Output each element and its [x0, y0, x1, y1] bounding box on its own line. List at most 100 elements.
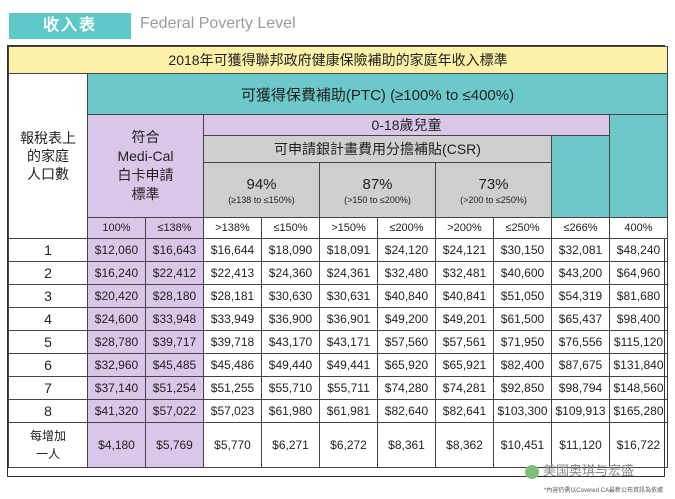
table-cell: $55,711 [319, 376, 378, 400]
table-row: 8 $41,320 $57,022 $57,023 $61,980 $61,981 $82,… [8, 399, 668, 423]
ptc-fill [609, 114, 668, 218]
table-cell: $92,850 [493, 376, 552, 400]
table-cell: $32,081 [551, 238, 610, 262]
sub-header: >200% [435, 217, 494, 239]
csr-group-94: 94% (≥138 to ≤150%) [203, 162, 320, 218]
table-cell: $11,120 [551, 422, 610, 468]
table-row: 6 $32,960 $45,485 $45,486 $49,440 $49,441 $65,… [8, 353, 668, 377]
table-cell: $51,254 [145, 376, 204, 400]
table-row: 4 $24,600 $33,948 $33,949 $36,900 $36,901 $49,… [8, 307, 668, 331]
table-cell: $57,560 [377, 330, 436, 354]
table-cell: $76,556 [551, 330, 610, 354]
table-cell: $28,181 [203, 284, 262, 308]
table-cell: $57,023 [203, 399, 262, 423]
csr-header: 可申請銀計畫費用分擔補貼(CSR) [203, 135, 552, 163]
household-size: 5 [8, 330, 88, 354]
ptc-header: 可獲得保費補助(PTC) (≥100% to ≤400%) [87, 73, 668, 115]
table-cell: $49,200 [377, 307, 436, 331]
table-cell: $10,451 [493, 422, 552, 468]
age-header: 0-18歲兒童 [203, 114, 610, 136]
sub-header: >150% [319, 217, 378, 239]
table-cell: $33,949 [203, 307, 262, 331]
table-cell: $81,680 [609, 284, 668, 308]
section-tab: 收入表 [9, 13, 131, 39]
household-size: 1 [8, 238, 88, 262]
age-fill [551, 135, 610, 218]
table-cell: $18,090 [261, 238, 320, 262]
table-cell: $74,281 [435, 376, 494, 400]
table-cell: $16,722 [609, 422, 668, 468]
household-size: 6 [8, 353, 88, 377]
table-cell: $65,920 [377, 353, 436, 377]
table-cell: $64,960 [609, 261, 668, 285]
table-cell: $55,710 [261, 376, 320, 400]
table-cell: $8,361 [377, 422, 436, 468]
table-cell: $36,901 [319, 307, 378, 331]
table-cell: $24,360 [261, 261, 320, 285]
table-cell: $12,060 [87, 238, 146, 262]
csr-group-87: 87% (>150 to ≤200%) [319, 162, 436, 218]
table-cell: $30,150 [493, 238, 552, 262]
table-cell: $103,300 [493, 399, 552, 423]
table-row: 5 $28,780 $39,717 $39,718 $43,170 $43,171 $57,… [8, 330, 668, 354]
income-table: 2018年可獲得聯邦政府健康保險補助的家庭年收入標準 報稅表上 的家庭 人口數 … [8, 46, 668, 468]
table-cell: $45,486 [203, 353, 262, 377]
household-size-header: 報稅表上 的家庭 人口數 [8, 73, 88, 239]
table-cell: $61,500 [493, 307, 552, 331]
sub-header: 100% [87, 217, 146, 239]
table-cell: $6,272 [319, 422, 378, 468]
table-cell: $24,600 [87, 307, 146, 331]
table-cell: $57,561 [435, 330, 494, 354]
table-cell: $45,485 [145, 353, 204, 377]
table-cell: $28,780 [87, 330, 146, 354]
table-cell: $28,180 [145, 284, 204, 308]
table-cell: $4,180 [87, 422, 146, 468]
sub-header: >138% [203, 217, 262, 239]
table-cell: $24,120 [377, 238, 436, 262]
csr-group-73: 73% (>200 to ≤250%) [435, 162, 552, 218]
sub-header: ≤266% [551, 217, 610, 239]
table-row: 3 $20,420 $28,180 $28,181 $30,630 $30,631 $40,… [8, 284, 668, 308]
table-cell: $5,770 [203, 422, 262, 468]
table-cell: $30,630 [261, 284, 320, 308]
table-cell: $22,412 [145, 261, 204, 285]
table-cell: $16,643 [145, 238, 204, 262]
table-cell: $16,644 [203, 238, 262, 262]
household-size: 4 [8, 307, 88, 331]
table-row: 1 $12,060 $16,643 $16,644 $18,090 $18,091 $24,… [8, 238, 668, 262]
table-cell: $41,320 [87, 399, 146, 423]
table-cell: $5,769 [145, 422, 204, 468]
medical-header: 符合 Medi-Cal 白卡申請 標準 [87, 114, 204, 218]
table-cell: $131,840 [609, 353, 668, 377]
table-cell: $48,240 [609, 238, 668, 262]
table-cell: $51,050 [493, 284, 552, 308]
table-cell: $16,240 [87, 261, 146, 285]
table-cell: $30,631 [319, 284, 378, 308]
footnote: *內容仍需以Covered CA最新公布資訊為依據 [543, 488, 663, 494]
table-cell: $51,255 [203, 376, 262, 400]
watermark: 美国奥琪与宏盛 [525, 460, 634, 479]
table-cell: $82,640 [377, 399, 436, 423]
table-cell: $20,420 [87, 284, 146, 308]
table-cell: $98,794 [551, 376, 610, 400]
per-person-label: 每增加 一人 [8, 422, 88, 468]
table-cell: $49,441 [319, 353, 378, 377]
wechat-icon [525, 464, 539, 479]
table-cell: $39,717 [145, 330, 204, 354]
table-cell: $22,413 [203, 261, 262, 285]
table-cell: $36,900 [261, 307, 320, 331]
table-cell: $54,319 [551, 284, 610, 308]
table-cell: $32,960 [87, 353, 146, 377]
table-cell: $39,718 [203, 330, 262, 354]
table-cell: $6,271 [261, 422, 320, 468]
table-cell: $82,400 [493, 353, 552, 377]
table-row: 7 $37,140 $51,254 $51,255 $55,710 $55,711 $74,… [8, 376, 668, 400]
sub-header: ≤200% [377, 217, 436, 239]
table-cell: $165,280 [609, 399, 668, 423]
table-cell: $65,437 [551, 307, 610, 331]
household-size: 7 [8, 376, 88, 400]
table-cell: $49,201 [435, 307, 494, 331]
household-size: 8 [8, 399, 88, 423]
sub-header: ≤150% [261, 217, 320, 239]
table-cell: $18,091 [319, 238, 378, 262]
